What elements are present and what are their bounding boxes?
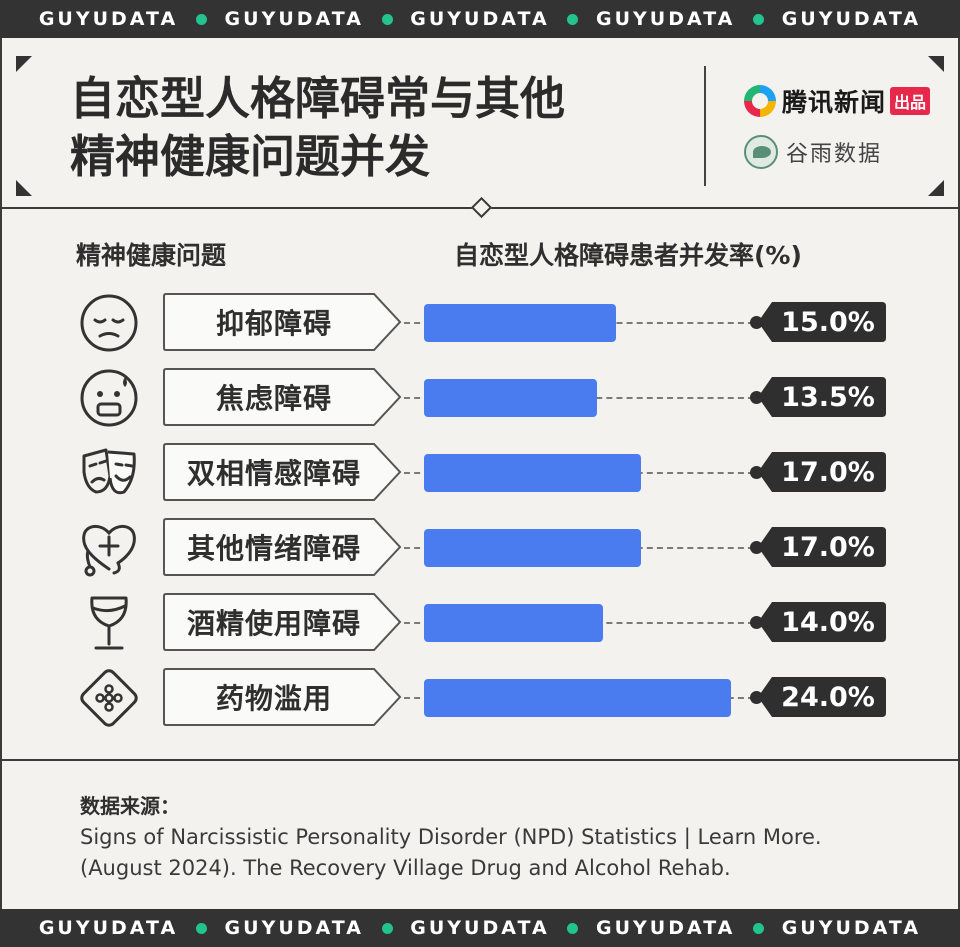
brand-text: GUYUDATA xyxy=(224,8,364,30)
category-label: 其他情绪障碍 xyxy=(186,532,361,565)
data-label: 13.5% xyxy=(781,381,875,413)
chart-row: 焦虑障碍 13.5% xyxy=(0,367,960,429)
bar xyxy=(424,379,597,417)
brand-text: GUYUDATA xyxy=(38,917,179,939)
brand-text: GUYUDATA xyxy=(410,917,550,939)
corner-mark xyxy=(928,56,944,72)
category-tag: 抑郁障碍 xyxy=(162,292,402,352)
source-line: (August 2024). The Recovery Village Drug… xyxy=(80,856,731,880)
value-badge: 24.0% xyxy=(758,675,886,719)
pin-dot xyxy=(750,541,763,554)
dot-icon xyxy=(381,922,393,934)
logo-text: 腾讯新闻 xyxy=(782,88,887,117)
corner-mark xyxy=(16,56,32,72)
pin-dot xyxy=(750,616,763,629)
theater-masks-icon xyxy=(82,448,136,495)
source-line: Signs of Narcissistic Personality Disord… xyxy=(80,825,822,849)
source-text: Signs of Narcissistic Personality Disord… xyxy=(80,822,900,884)
bar xyxy=(424,529,641,567)
source-heading: 数据来源： xyxy=(80,794,180,818)
brand-text: GUYUDATA xyxy=(38,8,179,30)
chart-row: 抑郁障碍 15.0% xyxy=(0,292,960,354)
bar xyxy=(424,679,731,717)
value-badge: 17.0% xyxy=(758,525,886,569)
category-tag: 其他情绪障碍 xyxy=(162,517,402,577)
bird-logo-icon xyxy=(744,135,778,169)
bar xyxy=(424,604,603,642)
brand-band-bottom: GUYUDATA GUYUDATA GUYUDATA GUYUDATA GUYU… xyxy=(0,909,960,947)
value-badge: 17.0% xyxy=(758,450,886,494)
value-badge: 15.0% xyxy=(758,300,886,344)
dot-icon xyxy=(195,13,207,25)
pin-dot xyxy=(750,391,763,404)
pin-dot xyxy=(750,466,763,479)
title-line: 精神健康问题并发 xyxy=(70,130,431,183)
header-divider xyxy=(704,66,706,186)
logo-badge: 出品 xyxy=(890,87,931,115)
category-tag: 药物滥用 xyxy=(162,667,402,727)
chart-row: 双相情感障碍 17.0% xyxy=(0,442,960,504)
anxious-face-icon xyxy=(80,369,138,427)
chart-row: 其他情绪障碍 17.0% xyxy=(0,517,960,579)
bar xyxy=(424,454,641,492)
data-label: 17.0% xyxy=(781,531,875,563)
brand-text: GUYUDATA xyxy=(781,8,922,30)
pin-dot xyxy=(750,691,763,704)
data-label: 17.0% xyxy=(781,456,875,488)
brand-text: GUYUDATA xyxy=(595,917,736,939)
tencent-news-logo: 腾讯新闻 出品 xyxy=(744,84,931,118)
data-label: 14.0% xyxy=(781,606,875,638)
corner-mark xyxy=(16,180,32,196)
wine-glass-icon xyxy=(90,596,128,650)
brand-text: GUYUDATA xyxy=(224,917,364,939)
chart-row: 药物滥用 24.0% xyxy=(0,667,960,729)
sad-face-icon xyxy=(80,294,138,352)
bar xyxy=(424,304,616,342)
page-title: 自恋型人格障碍常与其他 精神健康问题并发 xyxy=(70,70,680,186)
corner-mark xyxy=(928,180,944,196)
source-separator xyxy=(2,759,958,761)
column-header-left: 精神健康问题 xyxy=(76,241,227,270)
category-label: 药物滥用 xyxy=(215,682,332,715)
column-header-right: 自恋型人格障碍患者并发率(%) xyxy=(454,241,802,270)
chart-row: 酒精使用障碍 14.0% xyxy=(0,592,960,654)
dot-icon xyxy=(753,922,765,934)
brand-band-top: GUYUDATA GUYUDATA GUYUDATA GUYUDATA GUYU… xyxy=(0,0,960,38)
dot-icon xyxy=(753,13,765,25)
data-label: 15.0% xyxy=(781,306,875,338)
brand-text: GUYUDATA xyxy=(781,917,922,939)
category-label: 酒精使用障碍 xyxy=(186,607,361,640)
guyu-data-logo: 谷雨数据 xyxy=(744,134,882,170)
value-badge: 13.5% xyxy=(758,375,886,419)
title-line: 自恋型人格障碍常与其他 xyxy=(70,72,566,125)
dot-icon xyxy=(567,13,579,25)
brand-text: GUYUDATA xyxy=(410,8,550,30)
heart-stethoscope-icon xyxy=(82,525,136,577)
category-tag: 双相情感障碍 xyxy=(162,442,402,502)
category-label: 双相情感障碍 xyxy=(186,457,361,490)
data-label: 24.0% xyxy=(781,681,875,713)
value-badge: 14.0% xyxy=(758,600,886,644)
category-label: 焦虑障碍 xyxy=(215,382,332,415)
category-tag: 焦虑障碍 xyxy=(162,367,402,427)
dot-icon xyxy=(381,13,393,25)
dot-icon xyxy=(195,922,207,934)
category-label: 抑郁障碍 xyxy=(215,307,332,340)
category-tag: 酒精使用障碍 xyxy=(162,592,402,652)
brand-text: GUYUDATA xyxy=(595,8,736,30)
logo-text: 谷雨数据 xyxy=(786,142,883,167)
pill-pack-icon xyxy=(80,669,138,727)
tencent-news-logo-icon xyxy=(744,85,776,117)
pin-dot xyxy=(750,316,763,329)
dot-icon xyxy=(567,922,579,934)
